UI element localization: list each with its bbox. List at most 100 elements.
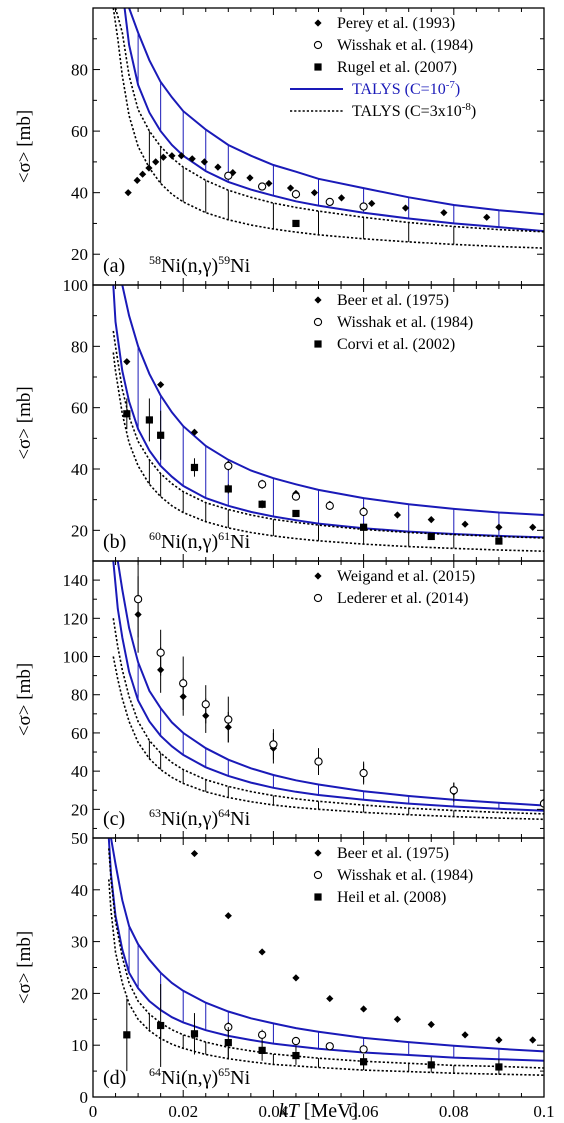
data-point	[156, 648, 165, 657]
data-point	[168, 152, 176, 160]
data-point	[257, 480, 267, 489]
data-point	[139, 170, 147, 178]
data-point	[292, 219, 300, 228]
data-point	[359, 507, 368, 517]
legend-label: Wisshak et al. (1984)	[337, 867, 473, 884]
data-point	[258, 500, 266, 508]
band-upper-line	[121, 285, 544, 516]
data-point	[427, 1061, 435, 1069]
legend-label-main: Perey et al. (1993)	[337, 15, 455, 32]
legend-entry: Rugel et al. (2007)	[314, 59, 457, 76]
x-axis-label-symbol: kT	[279, 1100, 301, 1122]
data-point	[461, 520, 469, 528]
legend-label-main: Wisshak et al. (1984)	[337, 37, 473, 54]
y-tick-label: 100	[63, 648, 89, 667]
legend-label-main: Wisshak et al. (1984)	[337, 867, 473, 884]
y-tick-label: 80	[71, 61, 88, 80]
y-tick-label: 30	[71, 933, 88, 952]
legend-entry: Wisshak et al. (1984)	[313, 867, 473, 884]
legend-label: TALYS (C=3x10-8)	[352, 101, 476, 120]
series-wisshak-et-al-1984-	[224, 461, 368, 517]
data-point	[539, 799, 544, 808]
legend-marker	[314, 19, 322, 27]
talys-band-c1e-7	[112, 285, 544, 539]
y-tick-label: 60	[71, 724, 88, 743]
data-point	[152, 158, 160, 166]
x-tick-label: 0.1	[533, 1102, 554, 1121]
legend-marker	[313, 593, 323, 603]
y-tick-label: 60	[71, 122, 88, 141]
data-point	[214, 163, 222, 171]
talys-band-c3e-8	[112, 330, 544, 552]
data-point	[427, 516, 435, 524]
legend-label-main: TALYS (C=10	[352, 81, 446, 98]
band-upper-line	[112, 330, 544, 539]
data-point	[310, 189, 319, 197]
y-axis-label: <σ> [mb]	[14, 931, 35, 1004]
data-point	[314, 757, 323, 766]
y-tick-label: 100	[63, 276, 89, 295]
panel-letter: (a)	[103, 255, 125, 277]
y-tick-label: 40	[71, 762, 88, 781]
reaction-part-e2: Ni	[230, 255, 250, 277]
legend-entry: TALYS (C=3x10-8)	[290, 101, 476, 120]
reaction-part-a2: 64	[218, 806, 230, 820]
reaction-part-e1: Ni(n,γ)	[161, 808, 218, 830]
data-point	[190, 463, 199, 472]
series-weigand-et-al-2015-	[134, 576, 544, 808]
legend-label-main: Weigand et al. (2015)	[337, 568, 475, 585]
data-point	[145, 164, 153, 172]
y-tick-label: 140	[63, 571, 89, 590]
legend-label-tail: )	[455, 81, 460, 98]
data-point	[495, 1036, 503, 1044]
x-tick-label: 0.08	[439, 1102, 469, 1121]
data-point	[258, 948, 266, 956]
panel-d: 0 10 20 30 40 50 <σ> [mb] Beer et al. (1975) Wis…	[14, 829, 545, 1107]
legend-marker	[314, 572, 322, 580]
talys-band-c3e-8	[108, 848, 544, 1076]
reaction-formula: 60Ni(n,γ)61Ni	[149, 529, 251, 553]
y-tick-label: 60	[71, 399, 88, 418]
data-point	[483, 213, 491, 221]
data-point	[177, 152, 185, 160]
band-lower-line	[107, 838, 544, 1062]
x-axis-label: kT [MeV]	[279, 1100, 358, 1122]
panel-c-reaction-label: (c) 63Ni(n,γ)64Ni	[103, 806, 251, 830]
panel-c: 20 40 60 80 100 120 140 <σ> [mb] Weigand et al. …	[14, 560, 545, 839]
band-upper-line	[114, 8, 544, 233]
data-point	[190, 428, 199, 436]
data-point	[495, 1063, 503, 1071]
data-point	[359, 202, 368, 211]
series-wisshak-et-al-1984-	[224, 1021, 368, 1054]
data-point	[123, 410, 131, 418]
panel-letter: (d)	[103, 1067, 126, 1089]
legend-label: Corvi et al. (2002)	[337, 336, 455, 353]
legend-label: Heil et al. (2008)	[337, 889, 446, 906]
reaction-part-a2: 61	[218, 529, 230, 543]
panel-b: 20 40 60 80 100 <σ> [mb] Beer et al. (1975) Wis…	[14, 276, 545, 562]
reaction-part-a2: 65	[218, 1065, 230, 1079]
data-point	[133, 595, 143, 604]
legend-entry: Corvi et al. (2002)	[314, 336, 455, 353]
legend-entry: Weigand et al. (2015)	[314, 568, 475, 585]
legend-entry: Wisshak et al. (1984)	[313, 314, 473, 331]
data-point	[291, 190, 301, 199]
data-point	[529, 523, 537, 531]
y-tick-label: 40	[71, 881, 88, 900]
data-point	[269, 740, 278, 749]
data-point	[257, 182, 267, 191]
panel-d-reaction-label: (d) 64Ni(n,γ)65Ni	[103, 1065, 251, 1089]
series-perey-et-al-1993-	[124, 152, 491, 221]
data-point	[495, 523, 503, 531]
data-point	[359, 768, 368, 778]
panel-c-plot-area	[112, 561, 544, 821]
reaction-part-a2: 59	[218, 253, 230, 267]
legend-label-tail: )	[471, 103, 476, 120]
data-point	[159, 153, 167, 161]
data-point	[529, 1036, 537, 1044]
reaction-part-e1: Ni(n,γ)	[161, 1067, 218, 1089]
band-lower-line	[112, 352, 544, 552]
data-point	[337, 194, 346, 202]
data-point	[449, 786, 458, 795]
reaction-part-e1: Ni(n,γ)	[161, 531, 218, 553]
